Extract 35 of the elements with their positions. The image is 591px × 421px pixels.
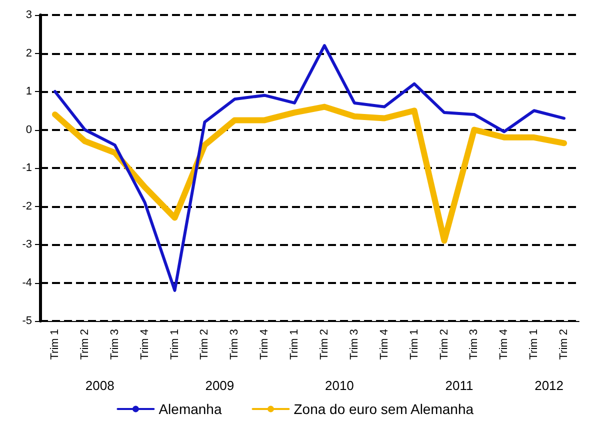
x-tick-label: Trim 3 <box>468 329 480 360</box>
x-tick-label: Trim 1 <box>168 329 181 360</box>
y-tick-label: -4 <box>22 276 32 289</box>
text: 2009 <box>205 378 234 393</box>
x-tick-label: Trim 2 <box>198 329 211 360</box>
y-tick-label: 0 <box>26 124 32 136</box>
line-series <box>53 44 566 292</box>
y-tick-label: 2 <box>26 47 32 60</box>
x-tick-label: Trim 3 <box>108 329 121 360</box>
text: 2010 <box>324 378 354 393</box>
x-tick-label: Trim 1 <box>48 329 61 360</box>
y-tick-label: 1 <box>26 86 32 98</box>
x-tick-label: Trim 4 <box>378 329 390 360</box>
y-tick-label: -1 <box>22 162 32 174</box>
x-tick-label: Trim 1 <box>528 329 540 360</box>
x-tick-label: Trim 2 <box>318 329 330 360</box>
text: 2008 <box>85 378 114 393</box>
y-tick-label: -3 <box>22 238 32 250</box>
text: 2011 <box>445 378 474 393</box>
x-tick-label: Trim 1 <box>288 329 301 360</box>
x-tick-label: Trim 4 <box>258 329 271 360</box>
x-tick-label: Trim 4 <box>138 329 151 360</box>
x-tick-label: Trim 2 <box>438 329 450 360</box>
x-tick-label: Trim 3 <box>228 329 241 360</box>
y-tick-label: -5 <box>22 315 32 327</box>
legend-label: Alemanha <box>158 401 222 417</box>
x-tick-label: Trim 2 <box>78 329 91 360</box>
x-tick-label: Trim 3 <box>348 329 360 360</box>
x-tick-label: Trim 1 <box>408 329 420 360</box>
y-tick-label: -2 <box>22 200 32 212</box>
x-tick-label: Trim 2 <box>558 329 570 360</box>
x-tick-label: Trim 4 <box>498 329 510 360</box>
y-tick-label: 3 <box>26 9 32 21</box>
legend-label: Zona do euro sem Alemanha <box>294 401 474 417</box>
text: 2012 <box>534 378 564 393</box>
